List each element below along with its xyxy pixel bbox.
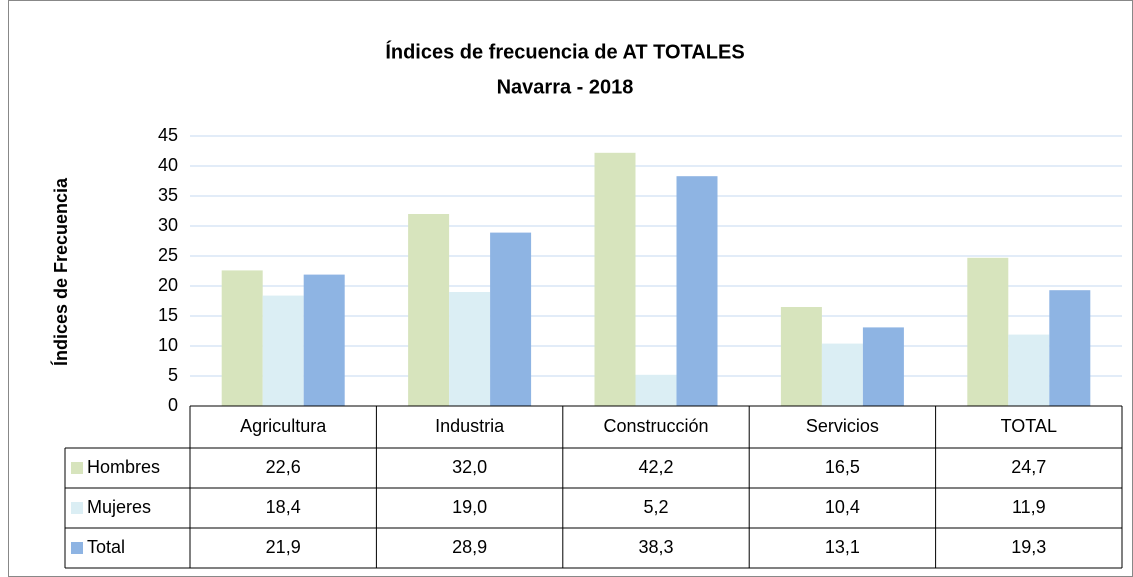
- y-tick-label: 5: [168, 365, 178, 385]
- bar: [780, 307, 822, 406]
- y-axis-label: Índices de Frecuencia: [50, 177, 71, 366]
- y-tick-label: 35: [158, 185, 178, 205]
- legend-swatch: [71, 502, 83, 514]
- table-value: 19,3: [1011, 537, 1046, 557]
- bar: [221, 270, 263, 406]
- legend-swatch: [71, 542, 83, 554]
- table-value: 42,2: [638, 457, 673, 477]
- y-tick-label: 40: [158, 155, 178, 175]
- y-tick-label: 25: [158, 245, 178, 265]
- bar: [635, 374, 677, 406]
- table-value: 38,3: [638, 537, 673, 557]
- bar: [1049, 290, 1091, 406]
- table-value: 28,9: [452, 537, 487, 557]
- bar: [490, 232, 532, 406]
- table-value: 5,2: [643, 497, 668, 517]
- legend-label: Total: [87, 537, 125, 557]
- table-value: 24,7: [1011, 457, 1046, 477]
- x-tick-label: Agricultura: [240, 416, 327, 436]
- y-tick-label: 30: [158, 215, 178, 235]
- x-tick-label: Industria: [435, 416, 505, 436]
- y-tick-label: 10: [158, 335, 178, 355]
- bar: [967, 257, 1009, 406]
- legend-swatch: [71, 462, 83, 474]
- legend-label: Hombres: [87, 457, 160, 477]
- y-tick-label: 45: [158, 125, 178, 145]
- table-value: 11,9: [1012, 497, 1046, 517]
- table-value: 21,9: [266, 537, 301, 557]
- table-value: 18,4: [266, 497, 301, 517]
- table-value: 13,1: [825, 537, 860, 557]
- legend-label: Mujeres: [87, 497, 151, 517]
- bar: [449, 292, 491, 406]
- chart-title: Índices de frecuencia de AT TOTALES: [385, 40, 744, 63]
- bar: [1008, 334, 1050, 406]
- table-value: 19,0: [452, 497, 487, 517]
- x-tick-label: Servicios: [806, 416, 879, 436]
- y-tick-label: 0: [168, 395, 178, 415]
- bar: [408, 214, 450, 406]
- chart-border: [8, 0, 1133, 577]
- bar: [676, 176, 718, 406]
- y-tick-label: 15: [158, 305, 178, 325]
- table-value: 22,6: [266, 457, 301, 477]
- bar: [862, 327, 904, 406]
- table-value: 16,5: [825, 457, 860, 477]
- table-value: 32,0: [452, 457, 487, 477]
- x-tick-label: TOTAL: [1001, 416, 1057, 436]
- bar: [594, 152, 636, 406]
- y-tick-label: 20: [158, 275, 178, 295]
- table-value: 10,4: [825, 497, 860, 517]
- chart-subtitle: Navarra - 2018: [497, 76, 634, 98]
- bar: [821, 343, 863, 406]
- bar: [303, 274, 345, 406]
- x-tick-label: Construcción: [603, 416, 708, 436]
- bar: [262, 295, 304, 406]
